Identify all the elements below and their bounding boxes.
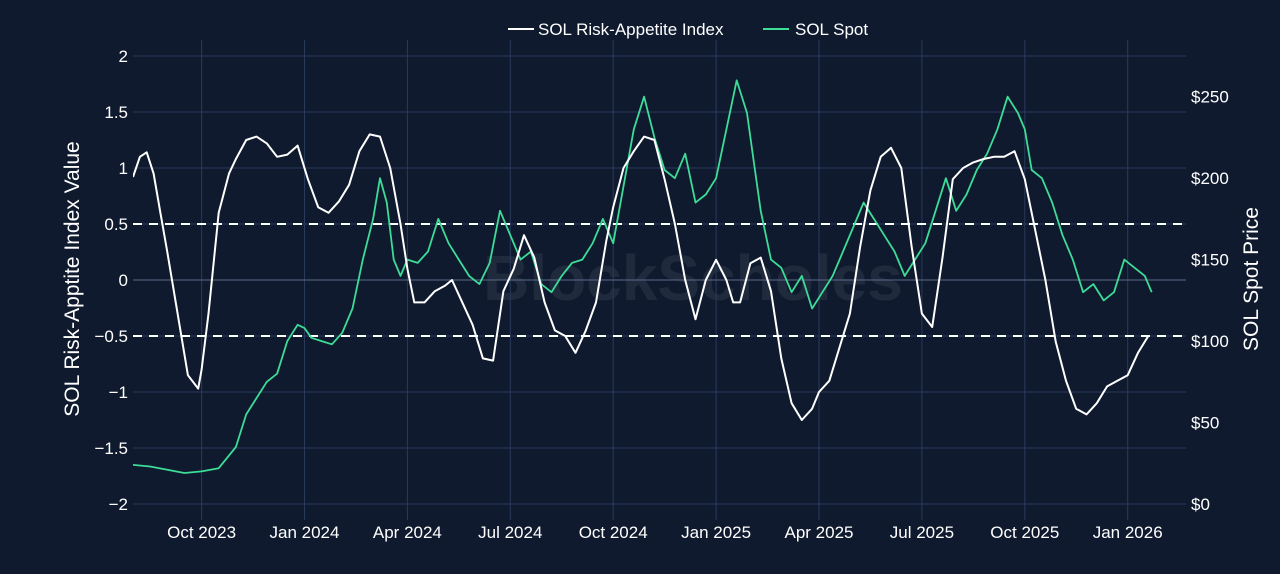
legend-label-risk-index: SOL Risk-Appetite Index: [538, 20, 724, 39]
x-tick-label: Oct 2023: [167, 523, 236, 542]
legend-item-spot[interactable]: SOL Spot: [763, 20, 868, 39]
y-left-tick-label: 1: [119, 159, 128, 178]
y-right-tick-label: $250: [1191, 88, 1229, 107]
y-left-tick-label: 0.5: [104, 215, 128, 234]
y-right-tick-label: $0: [1191, 495, 1210, 514]
watermark: BlockScholes: [483, 242, 903, 314]
y-left-tick-label: 0: [119, 271, 128, 290]
y-left-tick-label: 1.5: [104, 103, 128, 122]
x-tick-label: Jan 2025: [681, 523, 751, 542]
x-tick-label: Jul 2025: [890, 523, 954, 542]
x-tick-label: Jan 2026: [1093, 523, 1163, 542]
x-tick-label: Oct 2024: [579, 523, 648, 542]
y-axis-right: $250 $200 $150 $100 $50 $0: [1191, 88, 1229, 514]
y-axis-left: 2 1.5 1 0.5 0 −0.5 −1 −1.5 −2: [94, 47, 128, 514]
x-tick-label: Apr 2025: [784, 523, 853, 542]
legend[interactable]: SOL Risk-Appetite Index SOL Spot: [508, 20, 868, 39]
y-left-tick-label: −0.5: [94, 327, 128, 346]
series-layer: [133, 79, 1153, 474]
x-tick-label: Jan 2024: [270, 523, 340, 542]
series-line-risk-index: [133, 133, 1150, 421]
y-axis-right-title: SOL Spot Price: [1240, 207, 1263, 351]
y-right-tick-label: $150: [1191, 251, 1229, 270]
y-left-tick-label: −1: [109, 383, 128, 402]
y-left-tick-label: −1.5: [94, 439, 128, 458]
y-right-tick-label: $200: [1191, 169, 1229, 188]
x-tick-label: Oct 2025: [990, 523, 1059, 542]
x-tick-label: Jul 2024: [478, 523, 542, 542]
x-tick-label: Apr 2024: [373, 523, 442, 542]
y-left-tick-label: 2: [119, 47, 128, 66]
legend-label-spot: SOL Spot: [795, 20, 868, 39]
y-right-tick-label: $50: [1191, 414, 1219, 433]
series-line-spot: [133, 79, 1153, 474]
x-axis: Oct 2023 Jan 2024 Apr 2024 Jul 2024 Oct 2024…: [167, 523, 1163, 542]
y-axis-left-title: SOL Risk-Apptite Index Value: [61, 141, 84, 416]
legend-item-risk-index[interactable]: SOL Risk-Appetite Index: [508, 20, 724, 39]
y-left-tick-label: −2: [109, 495, 128, 514]
gridlines: [133, 40, 1186, 520]
y-right-tick-label: $100: [1191, 332, 1229, 351]
